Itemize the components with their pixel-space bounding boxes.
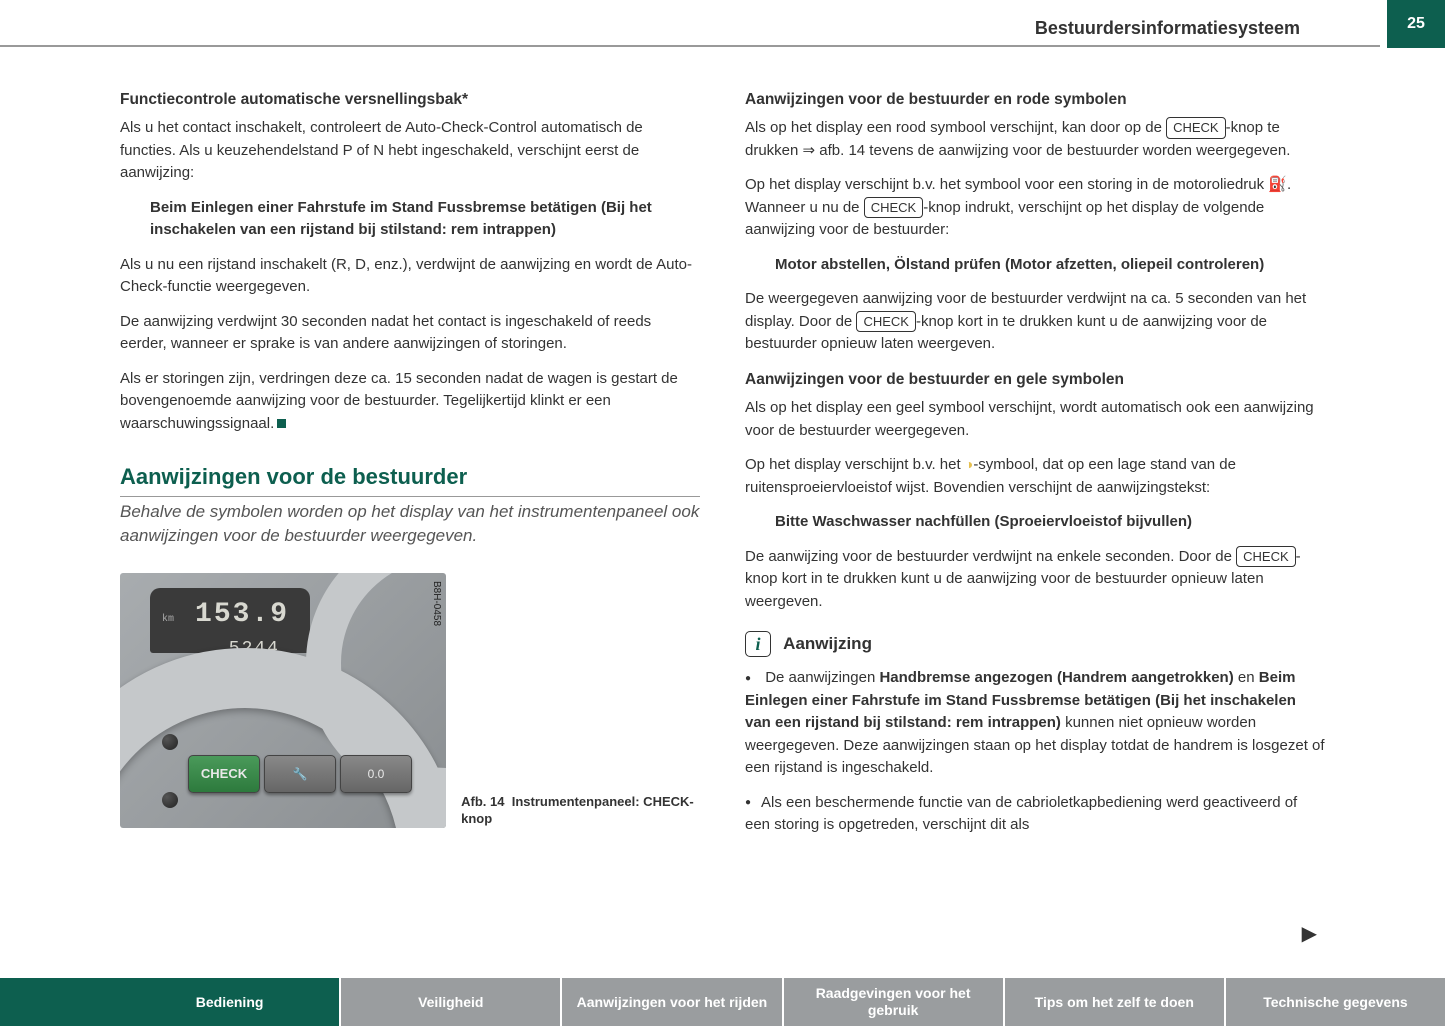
section-subtitle: Behalve de symbolen worden op het displa… bbox=[120, 500, 700, 548]
footer-tab-zelf-doen[interactable]: Tips om het zelf te doen bbox=[1005, 978, 1226, 1026]
figure-row: B8H-0458 km 153.9 5244 CHECK 🔧 0.0 Afb. … bbox=[120, 563, 700, 828]
figure-caption: Afb. 14 Instrumentenpaneel: CHECK-knop bbox=[461, 794, 700, 828]
km-label: km bbox=[162, 612, 174, 627]
screw-icon bbox=[162, 734, 178, 750]
check-key-icon: CHECK bbox=[1236, 546, 1296, 568]
left-p2: Als u nu een rijstand inschakelt (R, D, … bbox=[120, 254, 700, 299]
header-divider bbox=[0, 45, 1380, 47]
page-number-tab: 25 bbox=[1387, 0, 1445, 48]
footer-nav: Bediening Veiligheid Aanwijzingen voor h… bbox=[0, 978, 1445, 1026]
right-heading-2: Aanwijzingen voor de bestuurder en gele … bbox=[745, 368, 1325, 391]
section-end-icon bbox=[277, 419, 286, 428]
right-bold-2: Bitte Waschwasser nachfüllen (Sproeiervl… bbox=[775, 511, 1325, 534]
check-key-icon: CHECK bbox=[864, 197, 924, 219]
footer-tab-technisch[interactable]: Technische gegevens bbox=[1226, 978, 1445, 1026]
oil-pressure-icon: ⛽ bbox=[1268, 176, 1287, 193]
footer-tab-veiligheid[interactable]: Veiligheid bbox=[341, 978, 562, 1026]
footer-tab-gebruik[interactable]: Raadgevingen voor het gebruik bbox=[784, 978, 1005, 1026]
footer-tab-rijden[interactable]: Aanwijzingen voor het rijden bbox=[562, 978, 783, 1026]
continue-arrow-icon: ▶ bbox=[1302, 921, 1317, 946]
right-heading-1: Aanwijzingen voor de bestuurder en rode … bbox=[745, 88, 1325, 111]
section-title: Aanwijzingen voor de bestuurder bbox=[120, 460, 700, 497]
right-p6: De aanwijzing voor de bestuurder verdwij… bbox=[745, 546, 1325, 614]
odometer-display: km 153.9 5244 bbox=[150, 588, 310, 653]
screw-icon bbox=[162, 792, 178, 808]
right-p1: Als op het display een rood symbool vers… bbox=[745, 117, 1325, 162]
right-p3: De weergegeven aanwijzing voor de bestuu… bbox=[745, 288, 1325, 356]
note-bullet-1: De aanwijzingen Handbremse angezogen (Ha… bbox=[745, 667, 1325, 780]
check-key-icon: CHECK bbox=[1166, 117, 1226, 139]
odometer-main: 153.9 bbox=[195, 594, 289, 636]
wrench-button[interactable]: 🔧 bbox=[264, 755, 336, 793]
footer-tab-bediening[interactable]: Bediening bbox=[120, 978, 341, 1026]
check-key-icon: CHECK bbox=[856, 311, 916, 333]
content-area: Functiecontrole automatische versnelling… bbox=[120, 80, 1325, 849]
right-p4: Als op het display een geel symbool vers… bbox=[745, 397, 1325, 442]
right-column: Aanwijzingen voor de bestuurder en rode … bbox=[745, 80, 1325, 849]
info-icon: i bbox=[745, 631, 771, 657]
dashboard-buttons: CHECK 🔧 0.0 bbox=[188, 755, 412, 793]
reset-button[interactable]: 0.0 bbox=[340, 755, 412, 793]
page-header-title: Bestuurdersinformatiesysteem bbox=[1035, 18, 1300, 39]
right-p2: Op het display verschijnt b.v. het symbo… bbox=[745, 174, 1325, 242]
footer-spacer bbox=[0, 978, 120, 1026]
note-heading-row: i Aanwijzing bbox=[745, 631, 1325, 657]
left-p1: Als u het contact inschakelt, controleer… bbox=[120, 117, 700, 185]
right-p5: Op het display verschijnt b.v. het ◑-sym… bbox=[745, 454, 1325, 499]
dashboard-figure: B8H-0458 km 153.9 5244 CHECK 🔧 0.0 bbox=[120, 573, 446, 828]
check-button[interactable]: CHECK bbox=[188, 755, 260, 793]
left-p4: Als er storingen zijn, verdringen deze c… bbox=[120, 368, 700, 436]
note-bullet-2: Als een beschermende functie van de cabr… bbox=[745, 792, 1325, 837]
left-heading-1: Functiecontrole automatische versnelling… bbox=[120, 88, 700, 111]
right-bold-1: Motor abstellen, Ölstand prüfen (Motor a… bbox=[775, 254, 1325, 277]
left-p3: De aanwijzing verdwijnt 30 seconden nada… bbox=[120, 311, 700, 356]
note-heading: Aanwijzing bbox=[783, 631, 872, 657]
left-column: Functiecontrole automatische versnelling… bbox=[120, 80, 700, 849]
left-bold-1: Beim Einlegen einer Fahrstufe im Stand F… bbox=[150, 197, 700, 242]
